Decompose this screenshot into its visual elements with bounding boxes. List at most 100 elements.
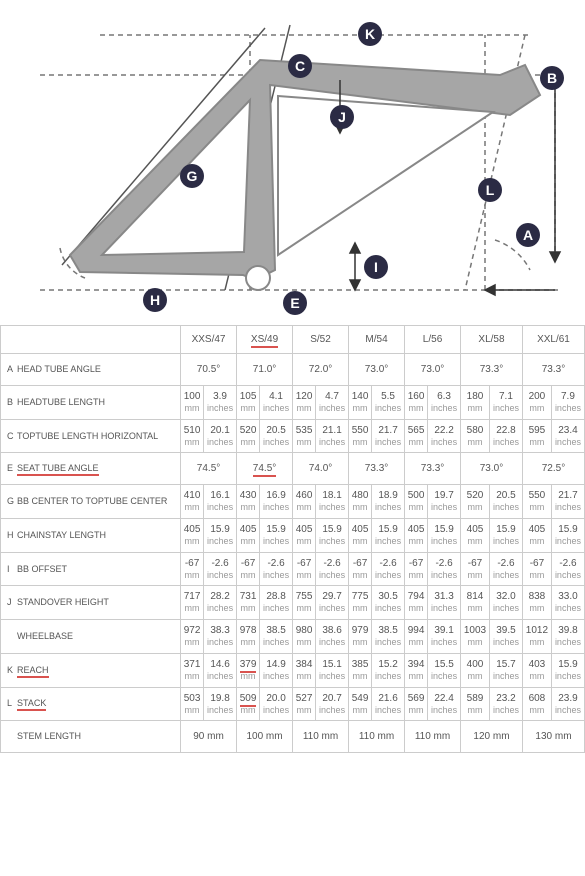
value-in: 21.7inches	[551, 485, 584, 519]
value-in: -2.6inches	[372, 552, 405, 586]
value-in: -2.6inches	[489, 552, 522, 586]
column-header: XXL/61	[522, 326, 584, 354]
value-mm: 580mm	[461, 419, 490, 453]
value-in: 15.5inches	[428, 653, 461, 687]
value-mm: 405mm	[237, 519, 260, 553]
value-cell: 74.5°	[181, 453, 237, 485]
value-mm: 394mm	[405, 653, 428, 687]
table-row: HCHAINSTAY LENGTH405mm15.9inches405mm15.…	[1, 519, 585, 553]
value-mm: 978mm	[237, 620, 260, 654]
value-mm: 569mm	[405, 687, 428, 721]
value-mm: 1012mm	[522, 620, 551, 654]
column-header: S/52	[293, 326, 349, 354]
row-label: HCHAINSTAY LENGTH	[1, 519, 181, 553]
value-in: 39.5inches	[489, 620, 522, 654]
value-in: 20.0inches	[260, 687, 293, 721]
value-in: 3.9inches	[204, 386, 237, 420]
value-cell: 130 mm	[522, 721, 584, 753]
value-mm: 608mm	[522, 687, 551, 721]
value-mm: -67mm	[522, 552, 551, 586]
table-row: CTOPTUBE LENGTH HORIZONTAL510mm20.1inche…	[1, 419, 585, 453]
value-in: 28.2inches	[204, 586, 237, 620]
value-in: 15.9inches	[316, 519, 349, 553]
value-cell: 110 mm	[293, 721, 349, 753]
value-in: -2.6inches	[551, 552, 584, 586]
label-G: G	[180, 164, 204, 188]
value-mm: 379mm	[237, 653, 260, 687]
label-E: E	[283, 291, 307, 315]
value-in: 14.9inches	[260, 653, 293, 687]
value-mm: 814mm	[461, 586, 490, 620]
value-in: -2.6inches	[316, 552, 349, 586]
value-in: 20.1inches	[204, 419, 237, 453]
value-in: 21.6inches	[372, 687, 405, 721]
value-in: -2.6inches	[260, 552, 293, 586]
value-in: 20.5inches	[489, 485, 522, 519]
value-mm: 1003mm	[461, 620, 490, 654]
value-mm: 994mm	[405, 620, 428, 654]
value-in: 30.5inches	[372, 586, 405, 620]
bike-frame-diagram: K C B J L A G I H E	[0, 0, 585, 320]
value-in: 33.0inches	[551, 586, 584, 620]
value-cell: 110 mm	[405, 721, 461, 753]
row-label: BHEADTUBE LENGTH	[1, 386, 181, 420]
geometry-table: XXS/47XS/49S/52M/54L/56XL/58XXL/61 AHEAD…	[0, 325, 585, 753]
value-mm: 405mm	[181, 519, 204, 553]
table-row: WHEELBASE972mm38.3inches978mm38.5inches9…	[1, 620, 585, 654]
value-in: 19.7inches	[428, 485, 461, 519]
value-mm: 405mm	[461, 519, 490, 553]
row-label: AHEAD TUBE ANGLE	[1, 354, 181, 386]
value-in: 15.2inches	[372, 653, 405, 687]
row-label: STEM LENGTH	[1, 721, 181, 753]
value-in: 15.9inches	[428, 519, 461, 553]
value-in: 23.4inches	[551, 419, 584, 453]
value-in: 29.7inches	[316, 586, 349, 620]
value-cell: 73.0°	[349, 354, 405, 386]
svg-text:I: I	[374, 259, 378, 275]
value-cell: 110 mm	[349, 721, 405, 753]
table-row: IBB OFFSET-67mm-2.6inches-67mm-2.6inches…	[1, 552, 585, 586]
value-in: 16.1inches	[204, 485, 237, 519]
value-cell: 73.0°	[405, 354, 461, 386]
table-row: STEM LENGTH90 mm100 mm110 mm110 mm110 mm…	[1, 721, 585, 753]
value-in: 23.2inches	[489, 687, 522, 721]
value-mm: 405mm	[293, 519, 316, 553]
value-cell: 74.0°	[293, 453, 349, 485]
value-in: 18.1inches	[316, 485, 349, 519]
value-in: 15.7inches	[489, 653, 522, 687]
value-mm: 100mm	[181, 386, 204, 420]
header-empty	[1, 326, 181, 354]
value-mm: 535mm	[293, 419, 316, 453]
value-mm: 384mm	[293, 653, 316, 687]
value-mm: -67mm	[181, 552, 204, 586]
label-L: L	[478, 178, 502, 202]
label-A: A	[516, 223, 540, 247]
value-mm: 565mm	[405, 419, 428, 453]
value-mm: 755mm	[293, 586, 316, 620]
value-in: 4.7inches	[316, 386, 349, 420]
value-in: 38.5inches	[260, 620, 293, 654]
value-in: 31.3inches	[428, 586, 461, 620]
value-in: -2.6inches	[204, 552, 237, 586]
value-in: 23.9inches	[551, 687, 584, 721]
value-mm: 838mm	[522, 586, 551, 620]
value-in: 22.4inches	[428, 687, 461, 721]
value-mm: 140mm	[349, 386, 372, 420]
value-cell: 72.0°	[293, 354, 349, 386]
value-mm: 405mm	[522, 519, 551, 553]
row-label: ESEAT TUBE ANGLE	[1, 453, 181, 485]
value-cell: 73.0°	[461, 453, 523, 485]
column-header: XS/49	[237, 326, 293, 354]
value-in: 18.9inches	[372, 485, 405, 519]
svg-text:J: J	[338, 109, 346, 125]
row-label: GBB CENTER TO TOPTUBE CENTER	[1, 485, 181, 519]
value-in: 20.5inches	[260, 419, 293, 453]
value-cell: 73.3°	[461, 354, 523, 386]
value-mm: 731mm	[237, 586, 260, 620]
value-in: 19.8inches	[204, 687, 237, 721]
value-mm: -67mm	[237, 552, 260, 586]
value-mm: 794mm	[405, 586, 428, 620]
svg-text:G: G	[187, 168, 198, 184]
value-in: 15.1inches	[316, 653, 349, 687]
value-mm: 430mm	[237, 485, 260, 519]
